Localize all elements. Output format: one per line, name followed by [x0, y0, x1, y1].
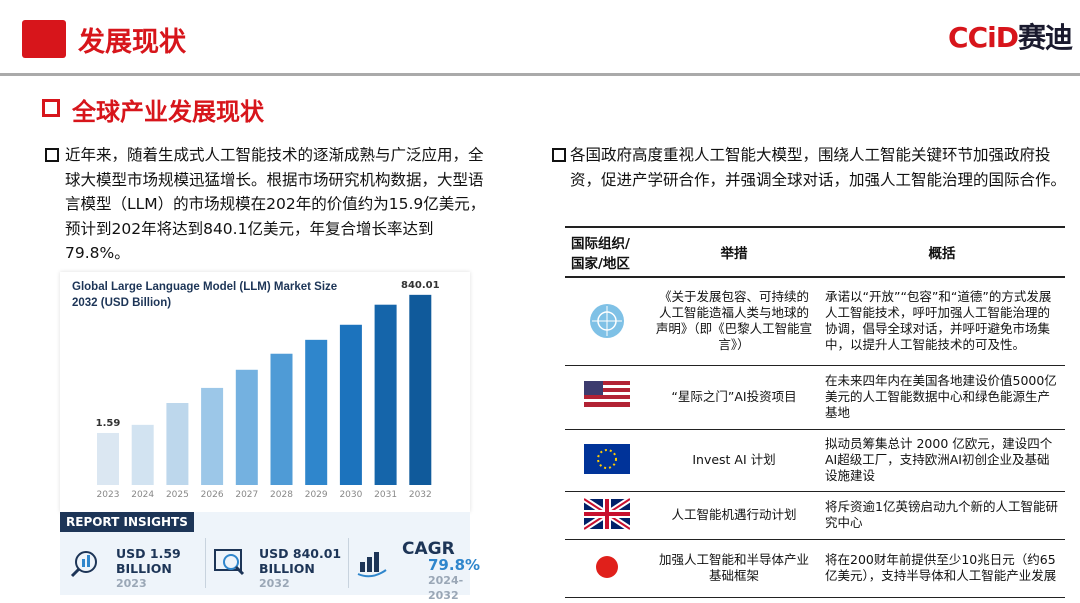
flag: [596, 555, 618, 578]
logo: CCiD赛迪: [948, 16, 1073, 56]
table-header-row: 国际组织/国家/地区 举措 概括: [565, 226, 1065, 278]
table-header: 概括: [819, 226, 1065, 278]
table-cell: 承诺以“开放”“包容”和“道德”的方式发展人工智能技术，呼吁加强人工智能治理的协…: [819, 277, 1065, 366]
insight-icon: [354, 544, 390, 580]
insights-badge: REPORT INSIGHTS: [60, 512, 194, 532]
chart-panel: [60, 272, 470, 512]
table-cell: 人工智能机遇行动计划: [649, 491, 819, 540]
right-paragraph: 各国政府高度重视人工智能大模型，围绕人工智能关键环节加强政府投资，促进产学研合作…: [570, 146, 1067, 189]
table-cell: Invest AI 计划: [649, 429, 819, 492]
bar: [166, 402, 189, 485]
x-tick-label: 2025: [166, 490, 189, 500]
section-title: 全球产业发展现状: [72, 98, 264, 126]
x-tick-label: 2029: [305, 490, 328, 500]
x-tick-label: 2032: [409, 490, 432, 500]
x-tick-label: 2026: [201, 490, 224, 500]
bullet: [552, 148, 566, 162]
x-tick-label: 2028: [270, 490, 293, 500]
flag-cell: [565, 365, 649, 430]
divider: [205, 538, 206, 588]
table-cell: 将在200财年前提供至少10兆日元（约65亿美元），支持半导体和人工智能产业发展: [819, 539, 1065, 598]
header-rule: [0, 73, 1080, 76]
insight-period: 2023: [116, 577, 147, 590]
icon: [70, 551, 97, 578]
insight-icon: [68, 544, 104, 580]
insights-panel: REPORT INSIGHTS USD 1.59 BILLION 2023 USD 8…: [60, 512, 480, 602]
x-tick-label: 2024: [131, 490, 154, 500]
header-title: 发展现状: [78, 27, 186, 58]
insight-amount: USD 1.59: [116, 546, 181, 561]
table-cell: “星际之门”AI投资项目: [649, 365, 819, 430]
table-row: Invest AI 计划 拟动员筹集总计 2000 亿欧元，建设四个AI超级工厂，…: [565, 429, 1065, 492]
table-header: 举措: [649, 226, 819, 278]
table-cell: 拟动员筹集总计 2000 亿欧元，建设四个AI超级工厂，支持欧洲AI初创企业及基…: [819, 429, 1065, 492]
flag-cell: [565, 429, 649, 492]
x-tick-label: 2023: [97, 490, 120, 500]
bar: [131, 424, 154, 485]
insight-unit: BILLION: [116, 561, 172, 576]
table-row: “星际之门”AI投资项目 在未来四年内在美国各地建设价值5000亿美元的人工智能数…: [565, 365, 1065, 430]
policy-table: 国际组织/国家/地区 举措 概括 《关于发展包容、可持续的人工智能造福人类与地球…: [565, 226, 1065, 598]
chart-title: Global Large Language Model (LLM) Market…: [72, 281, 337, 293]
flag: [584, 443, 630, 474]
value-label: 840.01: [401, 280, 440, 291]
bar: [201, 387, 224, 485]
insight-period: 2032: [259, 577, 290, 590]
table-header: 国际组织/国家/地区: [565, 226, 649, 278]
bar: [409, 294, 432, 485]
insight-icon: [211, 544, 247, 580]
table-row: 人工智能机遇行动计划 将斥资逾1亿英镑启动九个新的人工智能研究中心: [565, 491, 1065, 540]
bullet: [45, 148, 59, 162]
x-tick-label: 2027: [235, 490, 258, 500]
value-label: 1.59: [96, 418, 121, 429]
section-bullet: [42, 99, 60, 117]
x-tick-label: 2031: [374, 490, 397, 500]
bar: [374, 304, 397, 485]
flag: [582, 495, 632, 532]
insight-item: USD 840.01 BILLION 2032: [259, 540, 341, 592]
bar: [235, 369, 258, 485]
insight-unit: 79.8%: [428, 556, 481, 574]
header-icon: [22, 20, 66, 58]
bar: [97, 432, 119, 485]
insight-amount: USD 840.01: [259, 546, 342, 561]
left-paragraph: 近年来，随着生成式人工智能技术的逐渐成熟与广泛应用，全球大模型市场规模迅猛增长。…: [65, 146, 486, 262]
table-row: 加强人工智能和半导体产业基础框架 将在200财年前提供至少10兆日元（约65亿美元…: [565, 539, 1065, 598]
insight-unit: BILLION: [259, 561, 315, 576]
insight-period: 2024-2032: [428, 574, 464, 602]
insight-amount: CAGR: [402, 539, 455, 559]
insight-item: CAGR 79.8% 2024-2032: [402, 539, 481, 602]
flag-cell: [565, 491, 649, 540]
flag-cell: [565, 539, 649, 598]
divider: [348, 538, 349, 588]
chart-title: 2032 (USD Billion): [72, 297, 171, 309]
table-cell: 将斥资逾1亿英镑启动九个新的人工智能研究中心: [819, 491, 1065, 540]
table-cell: 在未来四年内在美国各地建设价值5000亿美元的人工智能数据中心和绿色能源生产基地: [819, 365, 1065, 430]
table-cell: 加强人工智能和半导体产业基础框架: [649, 539, 819, 598]
logo-latin: CCiD: [948, 21, 1019, 54]
icon: [357, 552, 387, 578]
flag: [590, 303, 624, 338]
table-row: 《关于发展包容、可持续的人工智能造福人类与地球的声明》（即《巴黎人工智能宣言》）…: [565, 277, 1065, 366]
icon: [214, 549, 245, 576]
bar: [339, 324, 362, 485]
bar: [270, 353, 293, 485]
bar: [305, 339, 328, 485]
flag: [584, 380, 630, 407]
table-cell: 《关于发展包容、可持续的人工智能造福人类与地球的声明》（即《巴黎人工智能宣言》）: [649, 277, 819, 366]
chart: Global Large Language Model (LLM) Market…: [72, 280, 440, 500]
flag-cell: [565, 277, 649, 366]
logo-cn: 赛迪: [1017, 21, 1073, 54]
insight-item: USD 1.59 BILLION 2023: [116, 540, 181, 592]
x-tick-label: 2030: [339, 490, 362, 500]
